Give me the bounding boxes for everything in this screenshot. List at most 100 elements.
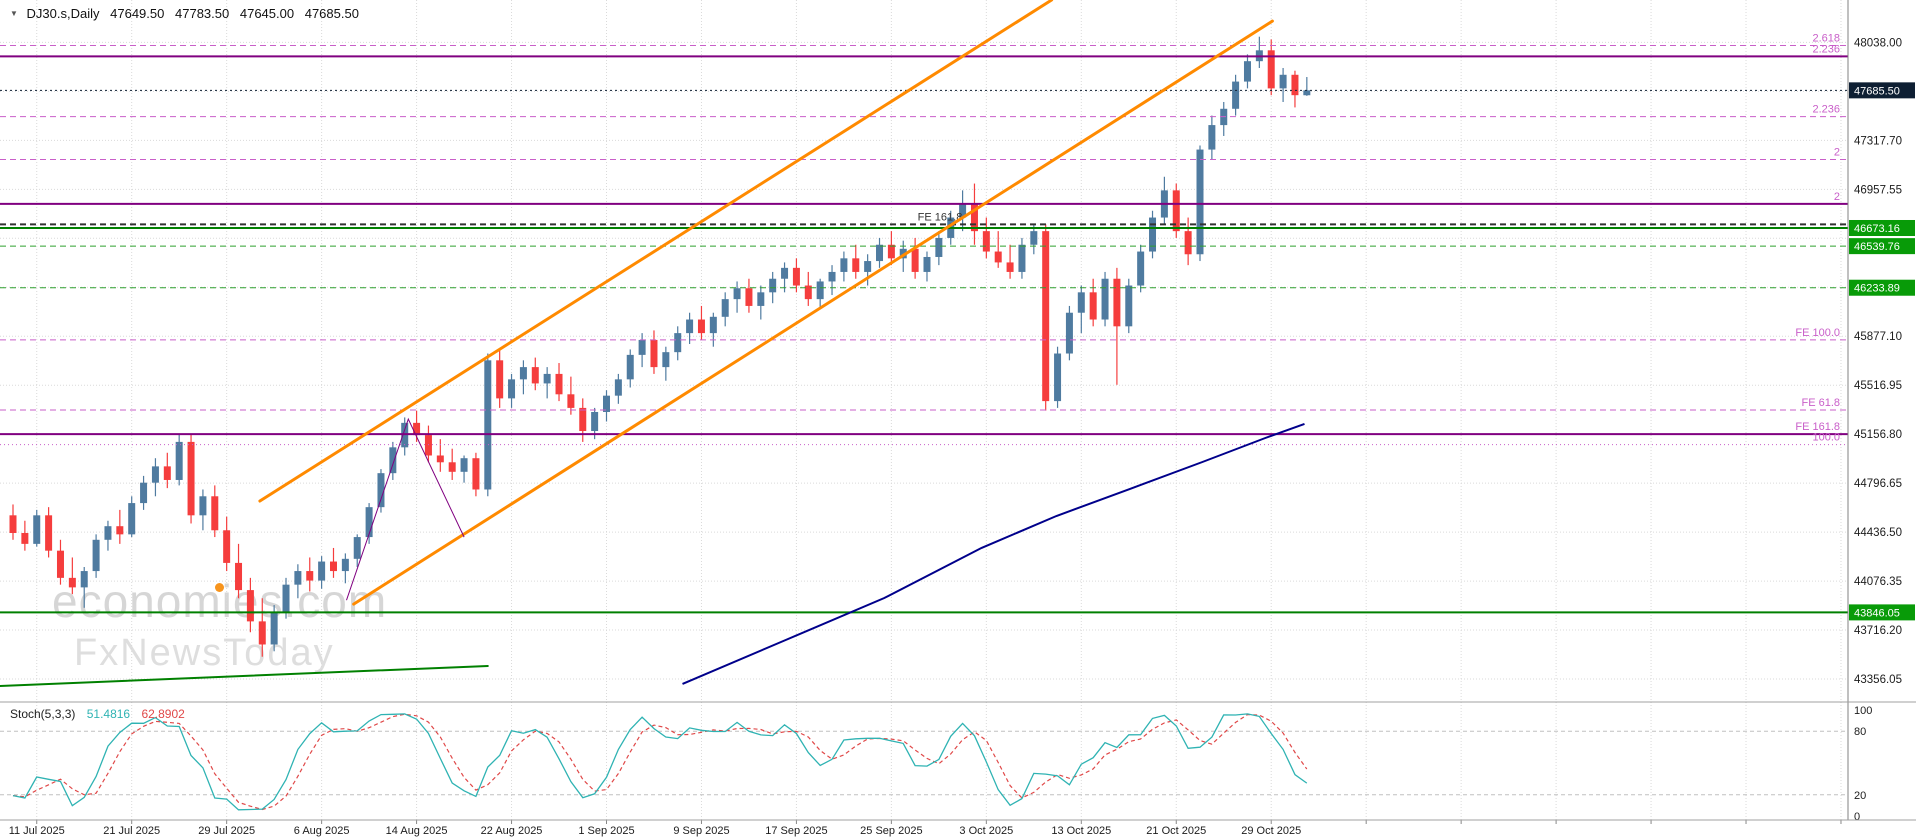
candle [591, 411, 599, 432]
candle [614, 379, 622, 396]
watermark-dot-icon [215, 583, 224, 592]
candle [733, 288, 741, 300]
candle [448, 462, 456, 472]
candle [128, 503, 136, 535]
candle [970, 203, 978, 232]
level-label: FE 161.8 [918, 211, 963, 223]
price-tick-label: 46957.55 [1854, 184, 1902, 196]
candle [876, 244, 884, 262]
candle [686, 319, 694, 334]
candle [223, 530, 231, 563]
candle [1125, 285, 1133, 327]
candle [270, 611, 278, 645]
candle [365, 507, 373, 538]
candle [377, 473, 385, 508]
price-tick-label: 44796.65 [1854, 478, 1902, 490]
candle [21, 532, 29, 544]
price-badge [1849, 219, 1915, 236]
panel-splitter[interactable] [0, 699, 1916, 705]
time-axis-label: 9 Sep 2025 [673, 825, 729, 837]
price-tick-label: 47317.70 [1854, 135, 1902, 147]
price-badge-label: 46673.16 [1854, 223, 1900, 235]
watermark: economies.com FxNewsToday [52, 574, 387, 675]
candle [781, 267, 789, 279]
candle [341, 558, 349, 572]
candle [1196, 149, 1204, 255]
candle [1030, 231, 1038, 245]
candle [1065, 312, 1073, 354]
time-axis-label: 29 Oct 2025 [1241, 825, 1301, 837]
time-axis-label: 3 Oct 2025 [959, 825, 1013, 837]
candle [1018, 244, 1026, 272]
candle [175, 441, 183, 480]
time-axis-label: 29 Jul 2025 [198, 825, 255, 837]
channel-lower [352, 19, 1274, 606]
level-label: FE 161.8 [1795, 421, 1840, 433]
watermark-line2: FxNewsToday [74, 632, 335, 674]
title-close-value: 47685.50 [304, 6, 359, 21]
title-high-value: 47783.50 [175, 6, 230, 21]
price-badge [1849, 82, 1915, 99]
candle [567, 394, 575, 408]
candle [140, 482, 148, 504]
candle [1172, 190, 1180, 232]
candle [1303, 90, 1311, 96]
chart-shift-marker-icon: ▼ [10, 9, 18, 18]
candle [828, 271, 836, 282]
candle [721, 299, 729, 317]
candle [211, 496, 219, 531]
price-tick-label: 45156.80 [1854, 429, 1902, 441]
candle [745, 288, 753, 306]
time-axis-label: 6 Aug 2025 [294, 825, 350, 837]
price-badge [1849, 279, 1915, 296]
price-axis[interactable] [1848, 0, 1916, 820]
candle [1101, 278, 1109, 320]
title-low-value: 47645.00 [239, 6, 295, 21]
candle [1291, 74, 1299, 96]
candle [911, 248, 919, 272]
time-axis[interactable] [0, 820, 1848, 840]
candle [496, 360, 504, 399]
candle [484, 360, 492, 490]
candle [413, 422, 421, 436]
price-badge [1849, 238, 1915, 255]
candle [697, 319, 705, 334]
candle [45, 515, 53, 551]
candle [116, 526, 124, 535]
candle [1267, 50, 1275, 89]
price-badge [1849, 604, 1915, 621]
level-label: 2 [1834, 146, 1840, 158]
candle [1054, 353, 1062, 402]
level-label: 2.236 [1812, 104, 1840, 116]
stoch-k-line [12, 713, 1308, 811]
candle [472, 458, 480, 490]
candlestick-series [9, 36, 1311, 657]
time-axis-label: 22 Aug 2025 [481, 825, 543, 837]
candle [258, 621, 266, 645]
level-label: 2.618 [1812, 33, 1840, 45]
candle [329, 561, 337, 572]
candle [674, 333, 682, 353]
candle [353, 537, 361, 559]
candle [816, 281, 824, 300]
candle [864, 261, 872, 272]
candle [56, 550, 64, 578]
candle [1184, 231, 1192, 255]
candle [246, 590, 254, 622]
level-label: 2 [1834, 191, 1840, 203]
candle [508, 379, 516, 399]
stoch-scale-label: 0 [1854, 811, 1860, 823]
candle [650, 339, 658, 368]
candle [531, 367, 539, 384]
support-trendline [0, 664, 489, 687]
candle [804, 285, 812, 300]
time-axis-label: 21 Oct 2025 [1146, 825, 1206, 837]
candle [1077, 292, 1085, 313]
indicator-label: Stoch(5,3,3) 51.4816 62.8902 [10, 707, 185, 721]
candle [318, 561, 326, 581]
time-axis-label: 14 Aug 2025 [386, 825, 448, 837]
stoch-scale-label: 20 [1854, 790, 1866, 802]
price-tick-label: 44436.50 [1854, 527, 1902, 539]
